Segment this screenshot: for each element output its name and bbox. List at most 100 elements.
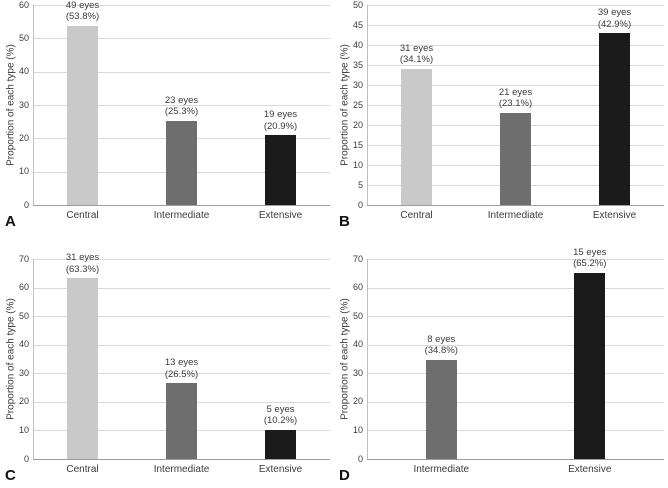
x-category-label: Intermediate xyxy=(487,210,544,221)
bar-extensive xyxy=(265,135,296,205)
y-tick-label: 25 xyxy=(352,99,363,110)
gridline xyxy=(367,287,664,289)
y-tick-label: 10 xyxy=(18,166,29,177)
gridline xyxy=(367,344,664,346)
panel-A: Proportion of each type (%) 0 10 20 30 40 50 60… xyxy=(0,0,334,244)
y-axis-line xyxy=(367,5,368,205)
panel-C: Proportion of each type (%) 0 10 20 30 40 50 60… xyxy=(0,244,334,488)
x-category-label: Intermediate xyxy=(153,210,210,221)
x-axis-line xyxy=(367,459,664,460)
y-tick-label: 45 xyxy=(352,19,363,30)
bar-percent-label: (42.9%) xyxy=(597,18,632,30)
x-category-label: Central xyxy=(400,210,433,221)
gridline xyxy=(33,38,330,40)
bar-count-label: 19 eyes xyxy=(263,109,298,121)
gridline xyxy=(33,71,330,73)
gridline xyxy=(367,259,664,260)
x-category-label: Intermediate xyxy=(153,464,210,475)
y-tick-label: 60 xyxy=(18,0,29,10)
y-tick-label: 10 xyxy=(352,159,363,170)
y-tick-label: 10 xyxy=(18,424,29,435)
bar-percent-label: (65.2%) xyxy=(573,258,607,270)
bar-percent-label: (25.3%) xyxy=(164,106,199,118)
y-tick-label: 50 xyxy=(18,310,29,321)
bar-percent-label: (53.8%) xyxy=(65,11,100,23)
gridline xyxy=(367,25,664,26)
bar-count-label: 5 eyes xyxy=(266,403,295,415)
bar-value-label: 19 eyes (20.9%) xyxy=(239,109,323,132)
y-tick-label: 30 xyxy=(18,99,29,110)
bar-value-label: 21 eyes (23.1%) xyxy=(474,87,558,110)
bar-intermediate xyxy=(500,112,531,205)
x-axis-line xyxy=(33,205,330,206)
bar-value-label: 13 eyes (26.5%) xyxy=(140,357,224,380)
y-tick-label: 60 xyxy=(352,282,363,293)
y-tick-label: 30 xyxy=(352,367,363,378)
x-category-label: Extensive xyxy=(568,464,612,475)
bar-extensive xyxy=(599,33,630,205)
gridline xyxy=(367,430,664,432)
y-tick-label: 40 xyxy=(352,39,363,50)
gridline xyxy=(367,401,664,403)
y-tick-label: 30 xyxy=(352,79,363,90)
bar-percent-label: (23.1%) xyxy=(498,98,533,110)
y-tick-label: 20 xyxy=(18,132,29,143)
x-category-label: Intermediate xyxy=(413,464,470,475)
bar-count-label: 31 eyes xyxy=(65,252,100,264)
y-tick-label: 15 xyxy=(352,139,363,150)
y-tick-label: 0 xyxy=(23,453,29,464)
bar-central xyxy=(67,25,98,205)
bar-value-label: 8 eyes (34.8%) xyxy=(399,334,483,357)
y-tick-label: 0 xyxy=(357,453,363,464)
bar-intermediate xyxy=(166,383,197,459)
bar-count-label: 49 eyes xyxy=(65,0,100,11)
x-category-label: Extensive xyxy=(258,210,303,221)
gridline xyxy=(33,316,330,318)
x-category-label: Extensive xyxy=(592,210,637,221)
gridline xyxy=(33,105,330,106)
bar-count-label: 8 eyes xyxy=(427,333,456,345)
bar-percent-label: (63.3%) xyxy=(65,263,100,275)
bar-extensive xyxy=(574,272,606,459)
y-axis-line xyxy=(33,259,34,459)
gridline xyxy=(367,105,664,106)
x-category-label: Extensive xyxy=(258,464,303,475)
y-tick-label: 50 xyxy=(352,310,363,321)
gridline xyxy=(33,344,330,346)
y-tick-label: 20 xyxy=(352,396,363,407)
bar-value-label: 49 eyes (53.8%) xyxy=(41,0,125,23)
bar-central xyxy=(401,68,432,205)
bar-value-label: 39 eyes (42.9%) xyxy=(573,7,657,30)
gridline xyxy=(367,5,664,6)
y-tick-label: 40 xyxy=(18,339,29,350)
y-tick-label: 20 xyxy=(18,396,29,407)
gridline xyxy=(367,45,664,46)
bar-percent-label: (34.8%) xyxy=(424,345,458,357)
panel-letter: D xyxy=(339,467,350,484)
y-tick-label: 70 xyxy=(352,253,363,264)
y-tick-label: 35 xyxy=(352,59,363,70)
y-tick-label: 30 xyxy=(18,367,29,378)
panel-letter: A xyxy=(5,213,16,230)
x-category-label: Central xyxy=(66,464,99,475)
panel-letter: C xyxy=(5,467,16,484)
x-axis-line xyxy=(33,459,330,460)
bar-central xyxy=(67,278,98,459)
y-tick-label: 50 xyxy=(352,0,363,10)
bar-value-label: 23 eyes (25.3%) xyxy=(140,95,224,118)
y-tick-label: 0 xyxy=(23,199,29,210)
panel-B: Proportion of each type (%) 0 5 10 15 20 25 30 3… xyxy=(334,0,668,244)
gridline xyxy=(367,65,664,66)
bar-count-label: 23 eyes xyxy=(164,94,199,106)
bar-value-label: 31 eyes (34.1%) xyxy=(375,43,459,66)
bar-count-label: 21 eyes xyxy=(498,86,533,98)
y-tick-label: 60 xyxy=(18,282,29,293)
bar-count-label: 15 eyes xyxy=(573,246,607,258)
y-axis-line xyxy=(33,5,34,205)
bar-intermediate xyxy=(425,359,457,459)
x-category-label: Central xyxy=(66,210,99,221)
gridline xyxy=(367,373,664,375)
panel-letter: B xyxy=(339,213,350,230)
bar-count-label: 13 eyes xyxy=(164,357,199,369)
